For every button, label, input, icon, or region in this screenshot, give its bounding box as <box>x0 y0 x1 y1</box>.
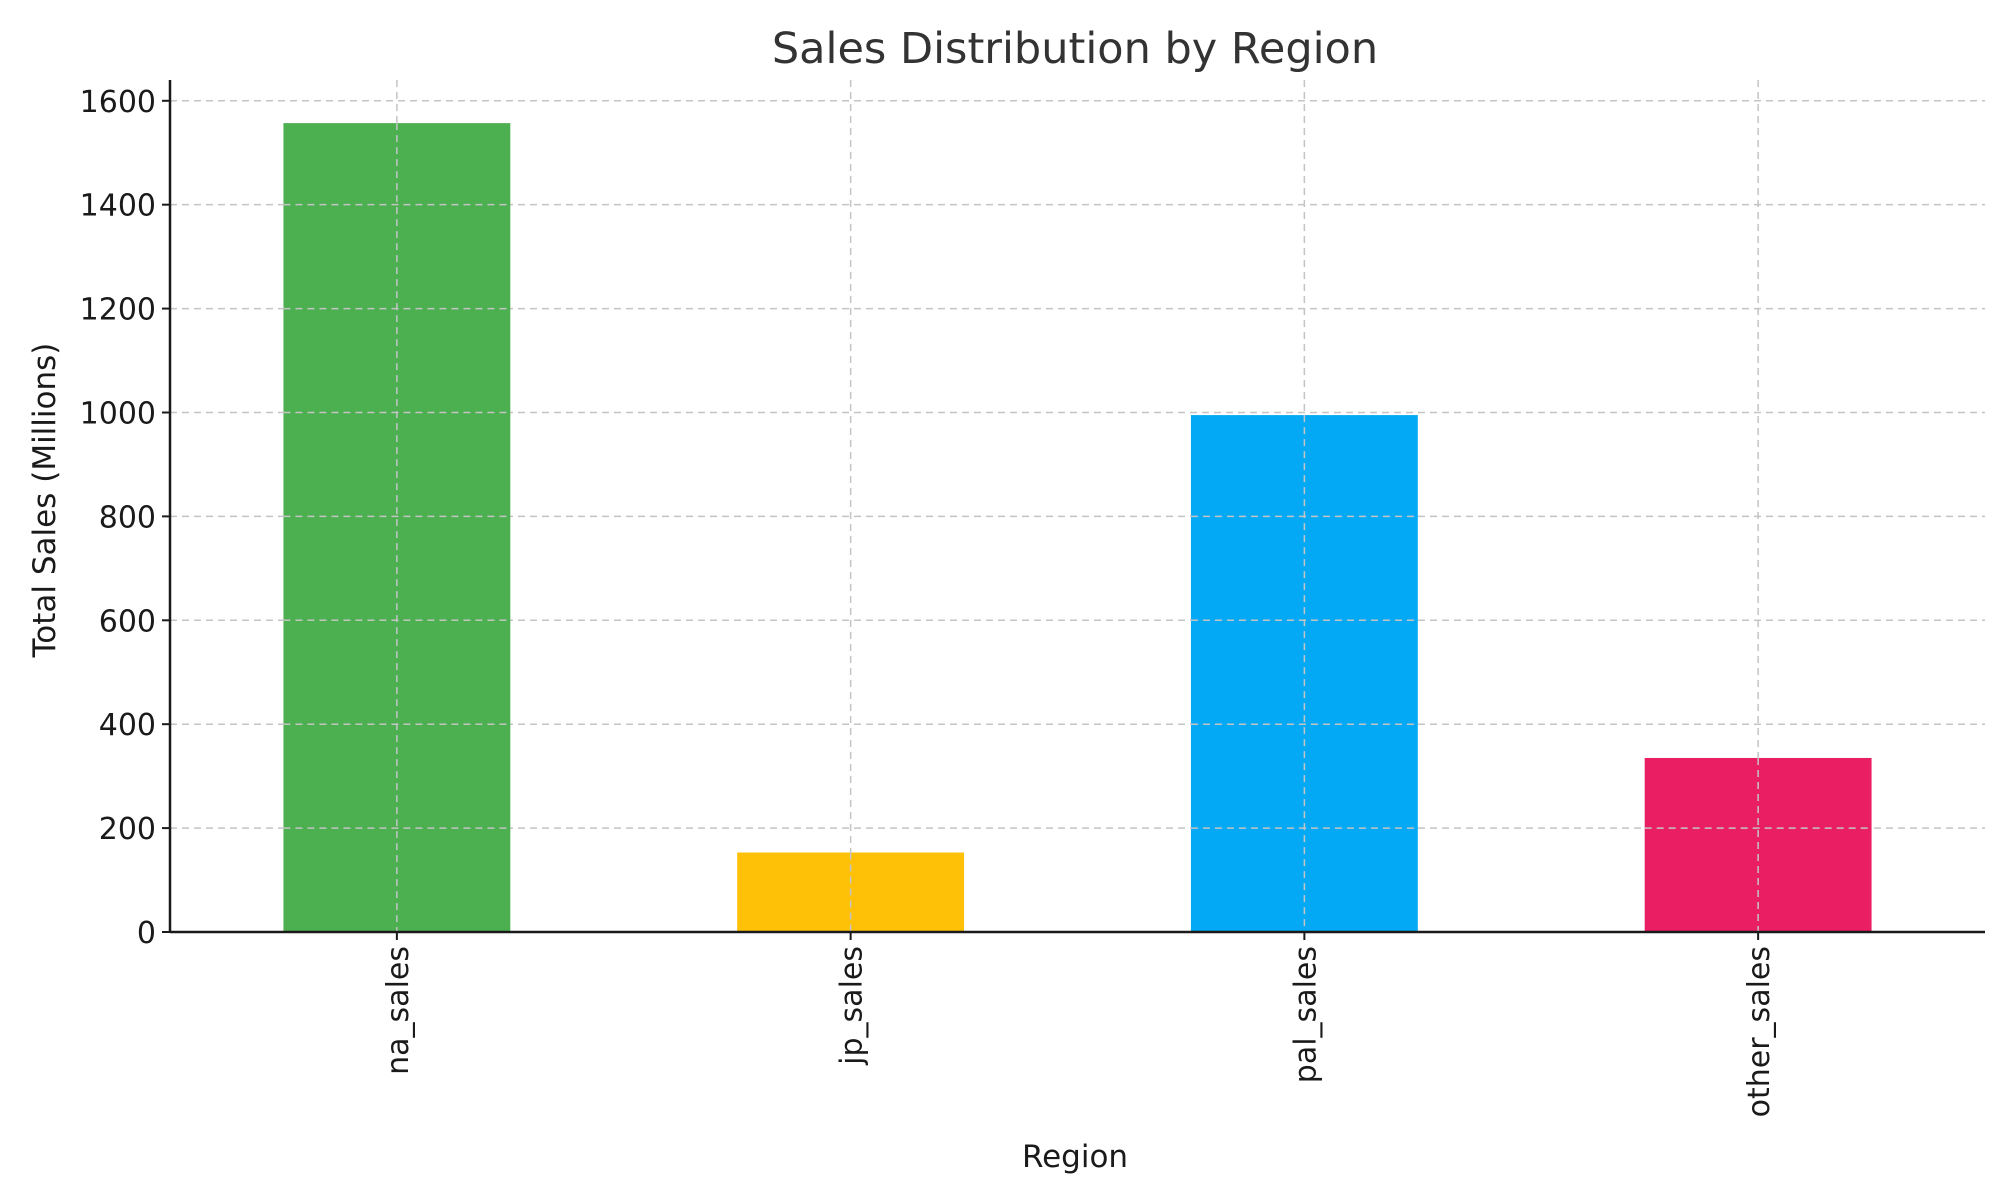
y-tick-label: 1400 <box>80 189 156 224</box>
x-tick-label: pal_sales <box>1288 946 1323 1083</box>
y-axis-ticks: 0 200 400 600 800 1000 1200 1400 1600 <box>80 85 170 951</box>
y-tick-label: 1200 <box>80 293 156 328</box>
y-tick-label: 600 <box>99 604 156 639</box>
axes <box>168 80 1985 934</box>
y-tick-label: 0 <box>137 916 156 951</box>
x-tick-label: other_sales <box>1742 946 1777 1117</box>
x-axis-label: Region <box>1022 1139 1128 1175</box>
y-tick-label: 1000 <box>80 396 156 431</box>
y-axis-label: Total Sales (Millions) <box>27 343 63 659</box>
chart-title: Sales Distribution by Region <box>772 24 1378 74</box>
bars <box>283 123 1872 933</box>
x-tick-label: jp_sales <box>835 946 870 1066</box>
y-tick-label: 400 <box>99 708 156 743</box>
x-tick-label: na_sales <box>381 946 416 1075</box>
y-tick-label: 1600 <box>80 85 156 120</box>
y-tick-label: 800 <box>99 500 156 535</box>
x-axis-ticks: na_sales jp_sales pal_sales other_sales <box>381 932 1777 1117</box>
y-tick-label: 200 <box>99 812 156 847</box>
